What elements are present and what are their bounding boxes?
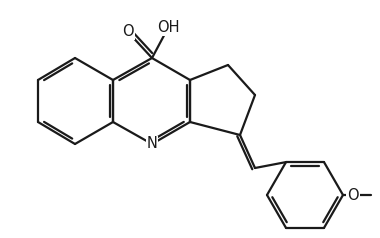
Text: O: O xyxy=(122,25,134,40)
Text: O: O xyxy=(347,188,359,203)
Text: OH: OH xyxy=(157,20,179,35)
Text: N: N xyxy=(147,137,157,152)
